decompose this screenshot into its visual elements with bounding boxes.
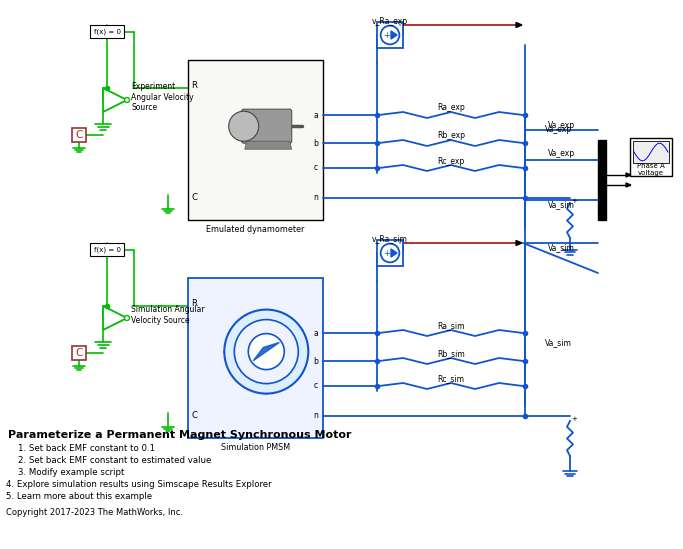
Polygon shape [516,23,522,27]
Circle shape [229,111,259,141]
Text: Va_exp: Va_exp [548,149,575,159]
Circle shape [224,310,308,394]
Circle shape [380,244,400,262]
Text: a: a [313,110,318,120]
Bar [90,243,124,256]
Polygon shape [516,240,522,245]
Text: Copyright 2017-2023 The MathWorks, Inc.: Copyright 2017-2023 The MathWorks, Inc. [6,508,183,517]
Text: R: R [191,81,197,89]
Text: Va_exp: Va_exp [548,120,575,130]
Polygon shape [391,249,397,257]
Circle shape [234,320,298,384]
Circle shape [249,334,284,369]
Polygon shape [103,88,127,112]
Text: v_Ra_sim: v_Ra_sim [372,234,408,244]
Text: c: c [314,164,318,172]
Text: Parameterize a Permanent Magnet Synchronous Motor: Parameterize a Permanent Magnet Synchron… [8,430,352,440]
FancyBboxPatch shape [242,109,292,143]
Text: 4. Explore simulation results using Simscape Results Explorer: 4. Explore simulation results using Sims… [6,480,272,489]
Text: Rb_sim: Rb_sim [437,350,465,358]
Polygon shape [245,141,292,149]
Text: f(x) = 0: f(x) = 0 [94,28,120,35]
Text: V: V [398,23,402,27]
Text: Experiment
Angular Velocity
Source: Experiment Angular Velocity Source [131,82,193,112]
Circle shape [124,316,130,321]
Bar [598,140,606,220]
Bar [188,60,323,220]
Bar [188,278,323,438]
Text: C: C [191,193,197,203]
Circle shape [124,98,130,103]
Polygon shape [391,31,397,39]
Text: C: C [75,130,83,140]
Text: +: + [383,249,390,257]
Text: Emulated dynamometer: Emulated dynamometer [206,225,305,233]
Polygon shape [253,343,279,361]
Bar [630,138,672,176]
Text: n: n [313,193,318,203]
Text: 2. Set back EMF constant to estimated value: 2. Set back EMF constant to estimated va… [18,456,211,465]
Text: Ra_exp: Ra_exp [437,104,465,113]
Bar [377,240,403,266]
Bar [72,128,86,142]
Text: Va_sim: Va_sim [545,339,572,348]
Text: b: b [313,356,318,366]
Text: R: R [191,299,197,307]
Text: Rc_exp: Rc_exp [437,156,464,165]
Circle shape [380,26,400,44]
Polygon shape [103,306,127,330]
Text: 5. Learn more about this example: 5. Learn more about this example [6,492,152,501]
Text: a: a [313,328,318,338]
Text: Phase A
voltage: Phase A voltage [637,164,665,176]
Text: Rb_exp: Rb_exp [437,132,465,141]
Text: Rc_sim: Rc_sim [438,374,464,384]
Text: Va_sim: Va_sim [548,200,575,210]
Bar [377,22,403,48]
Polygon shape [626,183,631,187]
Text: V: V [398,240,402,245]
Text: 1. Set back EMF constant to 0.1: 1. Set back EMF constant to 0.1 [18,444,155,453]
Text: c: c [314,382,318,390]
Bar [633,141,669,163]
Bar [72,346,86,360]
Text: n: n [313,412,318,421]
Text: C: C [75,348,83,358]
Text: v_Ra_exp: v_Ra_exp [372,16,408,25]
Text: 3. Modify example script: 3. Modify example script [18,468,124,477]
Text: +: + [571,198,577,204]
Text: +: + [571,416,577,422]
Text: Ra_sim: Ra_sim [437,322,464,330]
Text: +: + [383,31,390,40]
Text: C: C [191,412,197,421]
Text: f(x) = 0: f(x) = 0 [94,247,120,253]
Text: Simulation Angular
Velocity Source: Simulation Angular Velocity Source [131,305,205,324]
Text: Simulation PMSM: Simulation PMSM [221,442,290,451]
Text: Va_exp: Va_exp [545,126,572,135]
Polygon shape [626,173,631,177]
Bar [90,25,124,38]
Text: b: b [313,138,318,148]
Text: Va_sim: Va_sim [548,244,575,253]
